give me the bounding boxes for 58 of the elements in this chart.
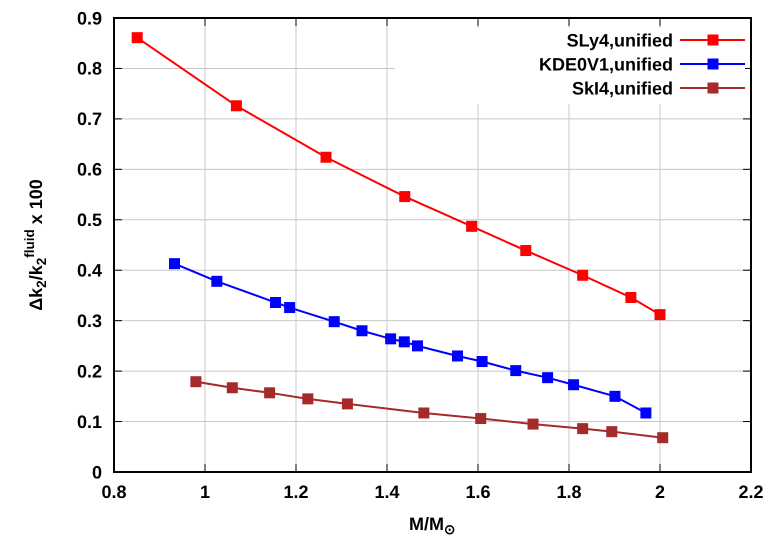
y-tick-label: 0 — [92, 462, 102, 482]
point — [640, 407, 652, 418]
point — [284, 302, 296, 314]
y-tick-label: 0.9 — [76, 8, 102, 28]
point — [320, 152, 332, 163]
point — [657, 432, 668, 444]
point — [520, 245, 532, 256]
point — [625, 292, 636, 303]
x-tick-label: 1.6 — [465, 482, 491, 502]
point — [412, 340, 423, 352]
point — [452, 350, 464, 362]
x-axis-title: M/M$_{⊙}$ — [409, 514, 456, 537]
y-tick-label: 0.3 — [76, 310, 102, 331]
point — [466, 220, 478, 232]
point — [606, 426, 618, 438]
x-tick-label: 1 — [200, 482, 210, 502]
point — [226, 382, 238, 394]
y-tick-label: 0.6 — [76, 160, 102, 180]
point — [476, 356, 488, 368]
point — [609, 390, 620, 402]
point — [399, 191, 410, 202]
point — [510, 365, 522, 376]
point — [132, 32, 143, 44]
point — [211, 276, 222, 287]
point — [528, 418, 539, 430]
point — [418, 407, 430, 418]
x-tick-label: 2 — [654, 482, 666, 502]
point — [568, 379, 580, 390]
x-tick-label: 1.8 — [556, 482, 582, 502]
legend-label: SkI4,unified — [572, 78, 673, 98]
y-tick-label: 0.8 — [76, 58, 102, 79]
point — [475, 413, 486, 424]
y-tick-label: 0.7 — [76, 109, 102, 130]
legend-label: SLy4,unified — [566, 30, 673, 50]
y-tick-label: 0.1 — [76, 412, 102, 432]
x-tick-label: 1.2 — [283, 482, 309, 502]
point — [356, 325, 368, 336]
point — [577, 423, 588, 434]
point — [302, 393, 314, 404]
y-tick-label: 0.2 — [76, 361, 102, 382]
point — [328, 316, 340, 328]
y-tick-label: 0.4 — [76, 260, 102, 281]
point — [169, 258, 180, 270]
point — [577, 270, 588, 281]
point — [270, 297, 282, 308]
x-tick-label: 2.2 — [738, 482, 763, 502]
point — [230, 100, 242, 112]
y-tick-label: 0.5 — [76, 210, 102, 230]
point — [264, 387, 276, 398]
point — [542, 372, 554, 384]
point — [654, 309, 666, 320]
legend-label: KDE0V1,unified — [538, 54, 673, 74]
point — [385, 333, 396, 344]
point — [398, 336, 410, 348]
x-tick-label: 0.8 — [101, 482, 127, 502]
x-tick-label: 1.4 — [374, 482, 400, 502]
point — [190, 376, 202, 388]
point — [342, 398, 353, 410]
